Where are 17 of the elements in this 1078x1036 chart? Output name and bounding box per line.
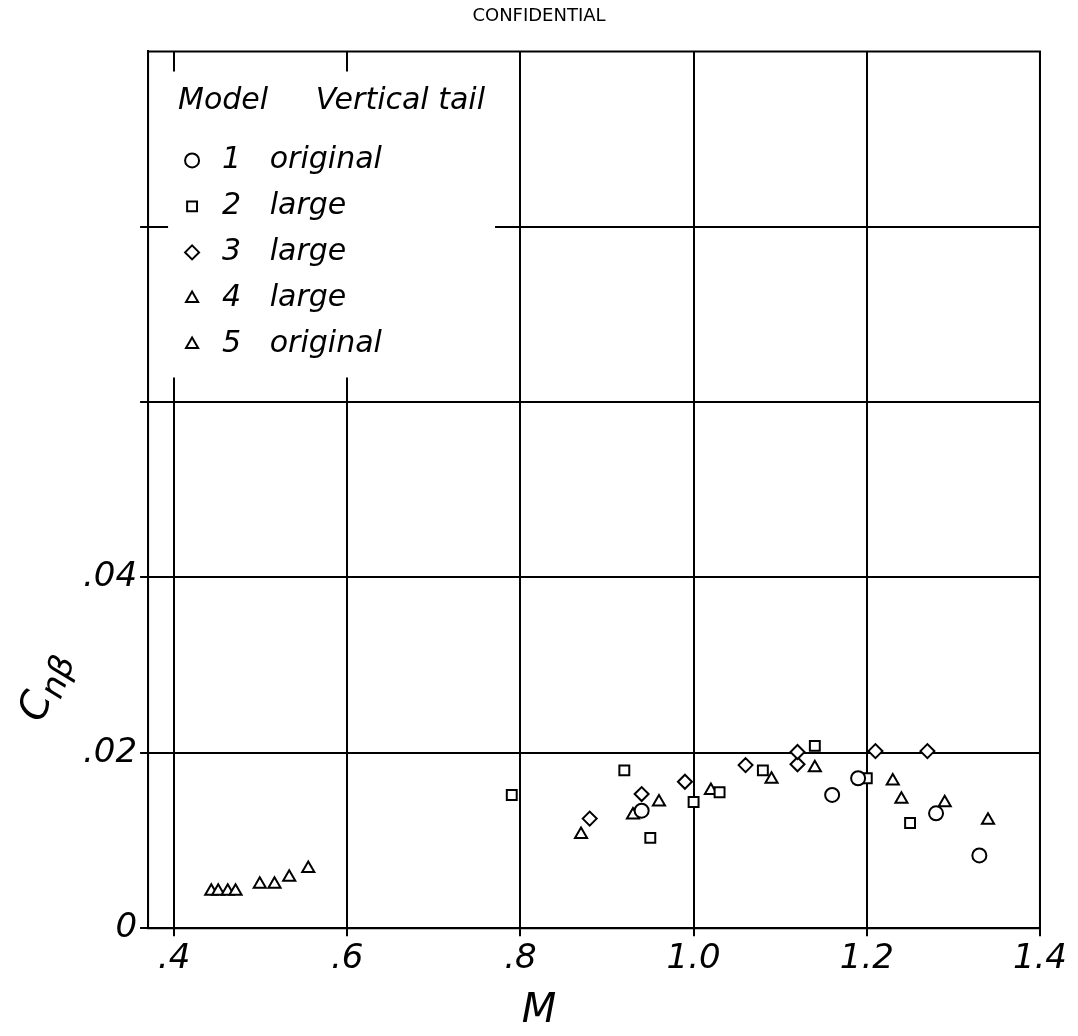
legend-title: Model Vertical tail	[178, 81, 486, 117]
y-tick-label: .04	[82, 554, 138, 595]
y-tick-label: 0	[115, 905, 138, 946]
x-tick-label: .4	[157, 936, 191, 977]
x-tick-label: .8	[504, 936, 537, 977]
x-tick-label: 1.2	[839, 936, 894, 977]
legend-label: 4 large	[222, 278, 347, 314]
x-tick-label: 1.4	[1012, 936, 1067, 977]
legend-label: 2 large	[222, 186, 347, 222]
x-tick-label: 1.0	[666, 936, 721, 977]
legend-label: 1 original	[222, 140, 383, 176]
x-axis-title: M	[520, 985, 558, 1031]
y-tick-label: .02	[82, 729, 138, 770]
chart-title: CONFIDENTIAL	[471, 4, 607, 25]
legend-label: 3 large	[222, 232, 347, 268]
x-tick-label: .6	[331, 936, 364, 977]
legend-label: 5 original	[222, 324, 383, 360]
